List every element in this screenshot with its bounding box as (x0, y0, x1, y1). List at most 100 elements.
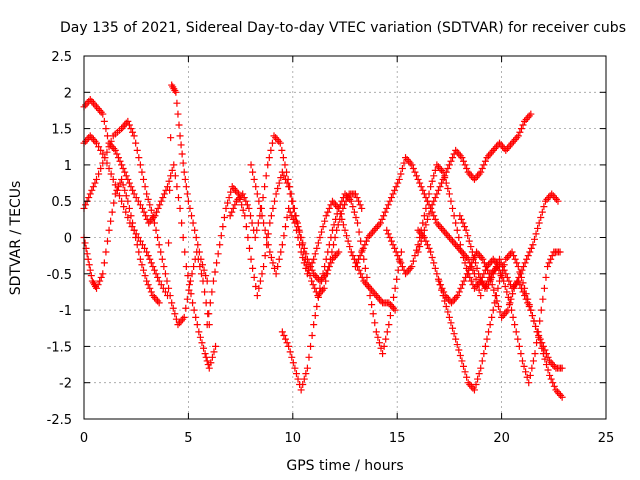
data-point (205, 364, 213, 372)
data-point (458, 281, 466, 289)
data-point (386, 197, 394, 205)
data-point (122, 172, 130, 180)
data-point (227, 188, 235, 196)
data-point (378, 215, 386, 223)
data-point (159, 194, 167, 202)
data-point (144, 252, 152, 260)
data-point (299, 253, 307, 261)
data-point (324, 248, 332, 256)
data-point (483, 284, 491, 292)
data-point (202, 272, 210, 280)
data-point (202, 353, 210, 361)
data-point (209, 277, 217, 285)
series-track-14 (456, 212, 564, 387)
data-point (283, 339, 291, 347)
data-point (440, 288, 448, 296)
data-point (266, 248, 274, 256)
data-point (550, 382, 558, 390)
data-point (490, 286, 498, 294)
data-point (211, 268, 219, 276)
data-point (305, 266, 313, 274)
data-point (165, 239, 173, 247)
data-point (481, 342, 489, 350)
data-point (149, 263, 157, 271)
data-point (459, 362, 467, 370)
data-point (447, 197, 455, 205)
data-point (506, 299, 514, 307)
data-point (85, 261, 93, 269)
data-point (253, 292, 261, 300)
data-point (466, 263, 474, 271)
data-point (264, 230, 272, 238)
data-point (182, 263, 190, 271)
data-point (307, 263, 315, 271)
data-point (118, 175, 126, 183)
data-point (195, 328, 203, 336)
data-point (462, 273, 470, 281)
data-point (488, 273, 496, 281)
data-point (143, 248, 151, 256)
data-point (355, 266, 363, 274)
data-point (381, 208, 389, 216)
data-point (118, 197, 126, 205)
data-point (430, 197, 438, 205)
data-point (185, 286, 193, 294)
data-point (281, 161, 289, 169)
data-point (285, 342, 293, 350)
data-point (222, 204, 230, 212)
data-point (226, 212, 234, 220)
data-point (518, 266, 526, 274)
data-point (103, 159, 111, 167)
data-point (156, 201, 164, 209)
data-point (166, 186, 174, 194)
data-point (103, 148, 111, 156)
data-point (190, 306, 198, 314)
data-point (456, 212, 464, 220)
data-point (419, 186, 427, 194)
series-track-12 (414, 226, 566, 401)
data-point (86, 266, 94, 274)
data-point (423, 215, 431, 223)
data-point (430, 259, 438, 267)
data-point (474, 375, 482, 383)
data-point (280, 332, 288, 340)
data-point (271, 197, 279, 205)
data-point (537, 306, 545, 314)
data-point (255, 197, 263, 205)
data-point (141, 183, 149, 191)
data-point (338, 197, 346, 205)
data-point (332, 215, 340, 223)
data-point (383, 328, 391, 336)
data-point (435, 277, 443, 285)
data-point (180, 313, 188, 321)
data-point (93, 284, 101, 292)
data-point (318, 277, 326, 285)
data-point (124, 117, 132, 125)
data-point (533, 328, 541, 336)
data-point (433, 190, 441, 198)
data-point (118, 161, 126, 169)
data-point (430, 172, 438, 180)
data-point (359, 244, 367, 252)
data-point (152, 226, 160, 234)
data-point (313, 302, 321, 310)
data-point (461, 259, 469, 267)
data-point (284, 175, 292, 183)
data-point (164, 292, 172, 300)
data-point (119, 181, 127, 189)
series-track-11 (414, 110, 535, 256)
data-point (292, 370, 300, 378)
data-point (99, 270, 107, 278)
data-point (114, 154, 122, 162)
data-point (150, 266, 158, 274)
data-point (534, 224, 542, 232)
data-point (371, 319, 379, 327)
data-point (356, 201, 364, 209)
data-point (274, 263, 282, 271)
data-point (168, 166, 176, 174)
data-point (285, 204, 293, 212)
y-tick-label: 1 (64, 159, 72, 174)
data-point (292, 226, 300, 234)
data-point (84, 255, 92, 263)
data-point (384, 201, 392, 209)
